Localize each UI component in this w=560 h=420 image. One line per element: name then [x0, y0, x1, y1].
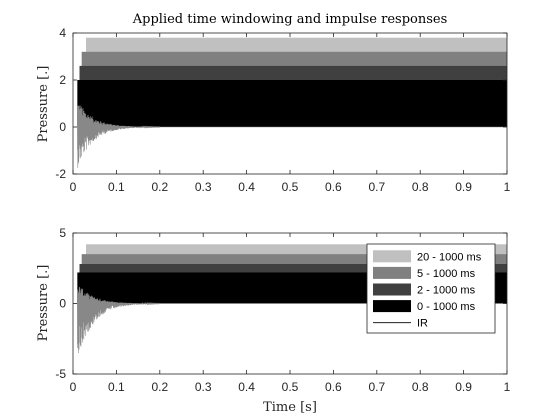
xtick-label-0-0: 0: [70, 180, 77, 194]
xtick-label-1-10: 1: [504, 380, 511, 394]
xtick-label-0-7: 0.7: [368, 180, 385, 194]
legend-label-4: IR: [417, 318, 428, 330]
ir-line-0: [73, 105, 507, 168]
legend: 20 - 1000 ms 5 - 1000 ms 2 - 1000 ms 0 - 10…: [366, 243, 496, 334]
xtick-label-1-5: 0.5: [282, 380, 299, 394]
top-panel: 0 0.1 0.2 0.3 0.4 0.5 0.6 0.7 0.8 0.9 1 -2 0 2 4: [55, 26, 510, 194]
xtick-label-0-10: 1: [504, 180, 511, 194]
xtick-label-0-9: 0.9: [455, 180, 472, 194]
ir-line-1: [73, 286, 507, 354]
legend-swatch-1: [373, 266, 411, 279]
legend-swatch-3: [373, 300, 411, 313]
xtick-label-0-6: 0.6: [325, 180, 342, 194]
x-axis-label: Time [s]: [263, 400, 317, 415]
xtick-label-1-1: 0.1: [108, 380, 125, 394]
xtick-label-0-1: 0.1: [108, 180, 125, 194]
ytick-label-1-0: -5: [55, 367, 66, 381]
xtick-label-0-5: 0.5: [282, 180, 299, 194]
ytick-label-0-2: 2: [59, 73, 66, 87]
ytick-label-1-1: 0: [59, 297, 66, 311]
window-0-3: [77, 80, 507, 127]
ytick-label-1-2: 5: [59, 226, 66, 240]
xtick-label-1-6: 0.6: [325, 380, 342, 394]
legend-label-0: 20 - 1000 ms: [417, 251, 482, 263]
xtick-label-1-8: 0.8: [412, 380, 429, 394]
xtick-label-1-4: 0.4: [238, 380, 255, 394]
xtick-label-1-0: 0: [70, 380, 77, 394]
ytick-label-0-1: 0: [59, 120, 66, 134]
bottom-ylabel: Pressure [.]: [36, 265, 51, 342]
legend-swatch-0: [373, 250, 411, 263]
top-ylabel: Pressure [.]: [36, 66, 51, 143]
xtick-label-1-3: 0.3: [195, 380, 212, 394]
chart-title: Applied time windowing and impulse respo…: [132, 12, 448, 27]
xtick-label-1-9: 0.9: [455, 380, 472, 394]
legend-label-3: 0 - 1000 ms: [417, 301, 476, 313]
xtick-label-0-3: 0.3: [195, 180, 212, 194]
xtick-label-0-4: 0.4: [238, 180, 255, 194]
ytick-label-0-0: -2: [55, 167, 66, 181]
legend-label-2: 2 - 1000 ms: [417, 285, 476, 297]
xtick-label-0-2: 0.2: [151, 180, 168, 194]
xtick-label-0-8: 0.8: [412, 180, 429, 194]
legend-swatch-2: [373, 283, 411, 296]
ytick-label-0-3: 4: [59, 26, 66, 40]
xtick-label-1-2: 0.2: [151, 380, 168, 394]
legend-label-1: 5 - 1000 ms: [417, 268, 476, 280]
xtick-label-1-7: 0.7: [368, 380, 385, 394]
